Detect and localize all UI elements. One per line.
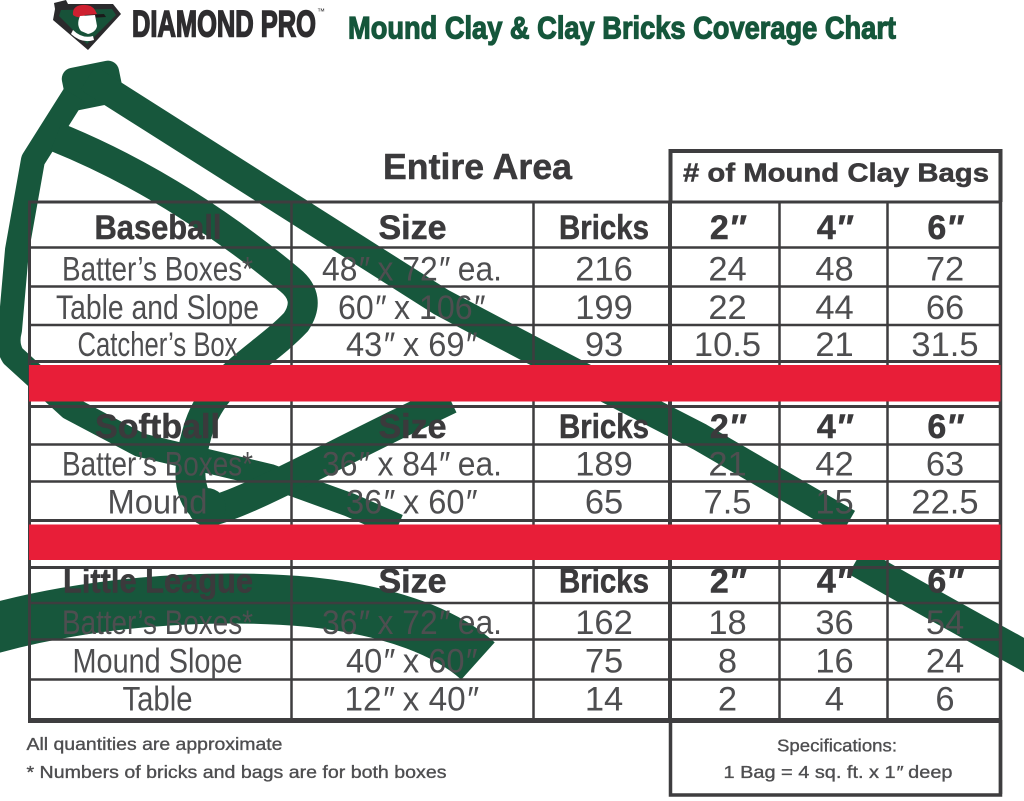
- svg-text:36″ x 60″: 36″ x 60″: [346, 484, 478, 522]
- svg-text:36″ x 84″ ea.: 36″ x 84″ ea.: [322, 446, 502, 484]
- svg-text:All quantities are approximate: All quantities are approximate: [27, 734, 283, 754]
- svg-text:6″: 6″: [927, 408, 964, 446]
- svg-text:63: 63: [926, 446, 964, 484]
- svg-text:12″ x 40″: 12″ x 40″: [345, 681, 480, 719]
- svg-text:Mound: Mound: [108, 484, 208, 522]
- svg-text:Softball: Softball: [95, 408, 220, 446]
- svg-text:Little League: Little League: [63, 563, 253, 601]
- svg-text:42: 42: [815, 446, 853, 484]
- svg-text:75: 75: [585, 642, 623, 680]
- svg-text:40″ x 60″: 40″ x 60″: [346, 642, 478, 680]
- svg-text:31.5: 31.5: [911, 326, 978, 364]
- svg-text:22.5: 22.5: [911, 484, 978, 522]
- svg-text:Mound Slope: Mound Slope: [73, 642, 243, 680]
- svg-text:Table: Table: [123, 681, 193, 719]
- svg-text:15: 15: [815, 484, 853, 522]
- svg-text:2: 2: [718, 681, 737, 719]
- svg-text:Batter’s Boxes*: Batter’s Boxes*: [62, 604, 253, 642]
- svg-text:4″: 4″: [817, 563, 854, 601]
- svg-text:2″: 2″: [710, 408, 747, 446]
- svg-text:189: 189: [575, 446, 633, 484]
- svg-text:1 Bag = 4 sq. ft. x 1″ deep: 1 Bag = 4 sq. ft. x 1 ″ deep: [724, 762, 953, 782]
- svg-text:Entire Area: Entire Area: [383, 146, 573, 187]
- svg-text:36: 36: [815, 604, 853, 642]
- svg-text:60″ x 106″: 60″ x 106″: [338, 289, 486, 327]
- svg-text:66: 66: [926, 289, 964, 327]
- svg-text:Batter’s Boxes*: Batter’s Boxes*: [62, 251, 253, 289]
- svg-text:8: 8: [718, 642, 737, 680]
- svg-text:2″: 2″: [710, 563, 747, 601]
- svg-text:Bricks: Bricks: [559, 563, 649, 601]
- svg-text:4: 4: [825, 681, 844, 719]
- svg-text:43″ x 69″: 43″ x 69″: [346, 326, 478, 364]
- svg-text:6″: 6″: [927, 563, 964, 601]
- svg-text:Baseball: Baseball: [95, 209, 222, 247]
- svg-text:Size: Size: [378, 408, 446, 446]
- svg-text:Specifications:: Specifications:: [777, 736, 897, 756]
- svg-text:2″: 2″: [710, 209, 747, 247]
- svg-text:Size: Size: [378, 209, 446, 247]
- svg-text:™: ™: [317, 7, 325, 16]
- svg-text:199: 199: [575, 289, 633, 327]
- svg-text:10.5: 10.5: [694, 326, 761, 364]
- svg-text:Mound Clay & Clay Bricks Cover: Mound Clay & Clay Bricks Coverage Chart: [348, 10, 896, 46]
- svg-text:162: 162: [575, 604, 633, 642]
- svg-text:Bricks: Bricks: [559, 408, 649, 446]
- svg-text:* Numbers of bricks and bags a: * Numbers of bricks and bags are for bot…: [27, 762, 447, 782]
- svg-text:Batter’s Boxes*: Batter’s Boxes*: [62, 446, 253, 484]
- svg-text:Size: Size: [378, 563, 446, 601]
- svg-text:DIAMOND PRO: DIAMOND PRO: [132, 4, 316, 45]
- svg-text:16: 16: [815, 642, 853, 680]
- svg-text:44: 44: [815, 289, 853, 327]
- svg-text:6″: 6″: [927, 209, 964, 247]
- svg-text:Catcher’s Box: Catcher’s Box: [78, 326, 238, 364]
- svg-text:93: 93: [585, 326, 623, 364]
- svg-text:24: 24: [708, 251, 746, 289]
- svg-text:22: 22: [708, 289, 746, 327]
- svg-text:14: 14: [585, 681, 623, 719]
- svg-text:65: 65: [585, 484, 623, 522]
- svg-text:24: 24: [926, 642, 964, 680]
- svg-text:72: 72: [926, 251, 964, 289]
- svg-text:4″: 4″: [817, 408, 854, 446]
- svg-text:21: 21: [815, 326, 853, 364]
- svg-text:Table and Slope: Table and Slope: [56, 289, 259, 327]
- svg-text:6: 6: [935, 681, 954, 719]
- svg-text:7.5: 7.5: [704, 484, 752, 522]
- svg-text:21: 21: [708, 446, 746, 484]
- svg-text:48: 48: [815, 251, 853, 289]
- svg-text:18: 18: [708, 604, 746, 642]
- svg-text:Bricks: Bricks: [559, 209, 649, 247]
- svg-text:48″ x 72″ ea.: 48″ x 72″ ea.: [322, 251, 502, 289]
- svg-text:216: 216: [575, 251, 633, 289]
- svg-text:54: 54: [926, 604, 964, 642]
- svg-text:# of Mound Clay Bags: # of Mound Clay Bags: [683, 158, 989, 188]
- svg-text:36″ x 72″ ea.: 36″ x 72″ ea.: [322, 604, 502, 642]
- svg-text:4″: 4″: [817, 209, 854, 247]
